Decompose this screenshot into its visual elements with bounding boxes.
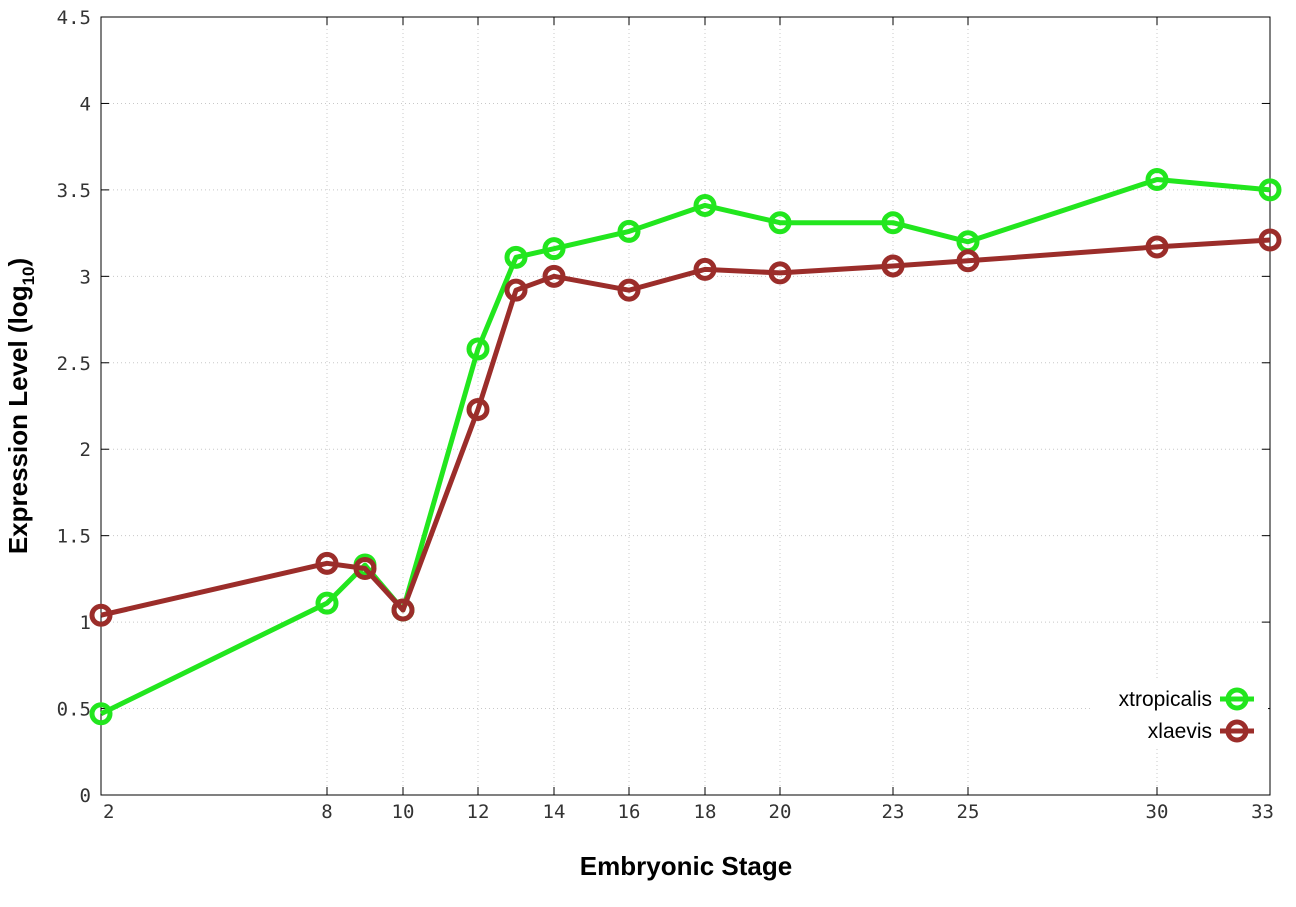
series-line-xlaevis <box>100 237 1271 618</box>
y-axis-title-end: ) <box>3 258 33 267</box>
x-tick-label: 16 <box>618 801 641 823</box>
y-tick-label: 1.5 <box>57 526 91 548</box>
data-point-xlaevis <box>89 603 113 627</box>
data-point-xlaevis <box>1258 228 1282 252</box>
x-tick-label: 18 <box>694 801 717 823</box>
data-point-xtropicalis <box>89 702 113 726</box>
y-tick-labels: 0 0.5 1 1.5 2 2.5 3 3.5 4 4.5 <box>57 7 91 807</box>
legend-label-xtropicalis: xtropicalis <box>1119 688 1212 711</box>
data-point-xtropicalis <box>1258 178 1282 202</box>
data-point-xlaevis <box>542 264 566 288</box>
data-point-xtropicalis <box>881 211 905 235</box>
y-axis-title-main: Expression Level (log <box>3 285 33 554</box>
y-tick-label: 4 <box>80 93 91 115</box>
x-tick-label: 2 <box>103 801 114 823</box>
data-point-xlaevis <box>353 557 377 581</box>
data-point-xtropicalis <box>768 211 792 235</box>
x-tick-label: 23 <box>882 801 905 823</box>
y-tick-label: 0.5 <box>57 699 91 721</box>
y-tick-label: 4.5 <box>57 7 91 29</box>
x-tick-label: 33 <box>1251 801 1274 823</box>
legend-label-xlaevis: xlaevis <box>1148 720 1212 743</box>
data-point-xlaevis <box>768 261 792 285</box>
x-tick-label: 25 <box>957 801 980 823</box>
series-xlaevis <box>89 228 1282 627</box>
y-axis-title-subscript: 10 <box>19 267 38 286</box>
data-point-xlaevis <box>693 257 717 281</box>
data-point-xlaevis <box>315 551 339 575</box>
y-tick-label: 2 <box>80 439 91 461</box>
data-point-xlaevis <box>956 249 980 273</box>
data-point-xtropicalis <box>617 219 641 243</box>
x-tick-label: 8 <box>321 801 332 823</box>
data-point-xtropicalis <box>542 237 566 261</box>
legend: xtropicalis xlaevis <box>1090 678 1268 748</box>
x-tick-label: 12 <box>467 801 490 823</box>
data-point-xtropicalis <box>315 591 339 615</box>
y-tick-label: 3.5 <box>57 180 91 202</box>
y-tick-label: 3 <box>80 266 91 288</box>
series-line-xtropicalis <box>99 177 1271 716</box>
data-point-xtropicalis <box>466 337 490 361</box>
data-point-xlaevis <box>881 254 905 278</box>
y-tick-label: 2.5 <box>57 353 91 375</box>
y-tick-label: 0 <box>80 785 91 807</box>
data-point-xtropicalis <box>693 193 717 217</box>
x-tick-labels: 2 8 10 12 14 16 18 20 23 25 30 33 <box>103 801 1274 823</box>
x-tick-label: 10 <box>392 801 415 823</box>
series-layer <box>89 168 1282 726</box>
x-tick-label: 30 <box>1146 801 1169 823</box>
data-point-xlaevis <box>1145 235 1169 259</box>
data-point-xlaevis <box>466 397 490 421</box>
x-tick-label: 20 <box>769 801 792 823</box>
legend-marker-xtropicalis <box>1225 687 1249 711</box>
plot-frame <box>100 16 1271 796</box>
x-axis-title: Embryonic Stage <box>580 851 792 881</box>
data-point-xlaevis <box>504 278 528 302</box>
y-axis-title: Expression Level (log10) <box>3 258 38 554</box>
y-tick-label: 1 <box>80 612 91 634</box>
data-point-xlaevis <box>391 598 415 622</box>
x-tick-label: 14 <box>543 801 566 823</box>
data-point-xlaevis <box>617 278 641 302</box>
legend-marker-xlaevis <box>1225 719 1249 743</box>
data-point-xtropicalis <box>504 245 528 269</box>
data-point-xtropicalis <box>1145 168 1169 192</box>
